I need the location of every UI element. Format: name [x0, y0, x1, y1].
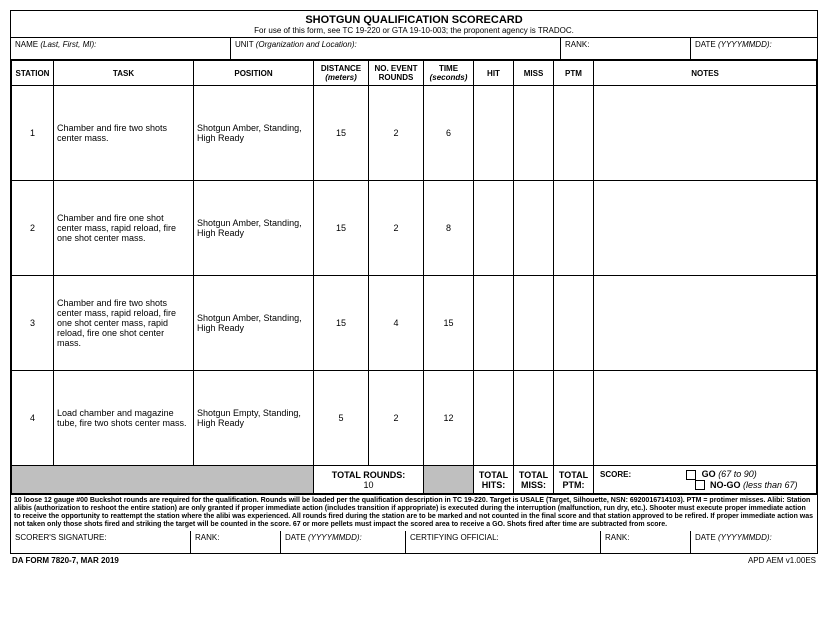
total-rounds: TOTAL ROUNDS: 10 — [314, 466, 424, 494]
form-title: SHOTGUN QUALIFICATION SCORECARD — [11, 11, 817, 26]
scorer-sig[interactable]: SCORER'S SIGNATURE: — [11, 531, 191, 553]
total-hits[interactable]: TOTAL HITS: — [474, 466, 514, 494]
score-notes: SCORE: GO (67 to 90) NO-GO (less than 67… — [594, 466, 817, 494]
scorecard-form: SHOTGUN QUALIFICATION SCORECARD For use … — [10, 10, 818, 554]
unit-cell[interactable]: UNIT (Organization and Location): — [231, 38, 561, 60]
rank-cell[interactable]: RANK: — [561, 38, 691, 60]
info-row: NAME (Last, First, MI): UNIT (Organizati… — [11, 38, 817, 60]
title-block: SHOTGUN QUALIFICATION SCORECARD For use … — [11, 11, 817, 38]
nogo-checkbox[interactable] — [695, 480, 705, 490]
table-row: 4 Load chamber and magazine tube, fire t… — [12, 371, 817, 466]
notes-input[interactable] — [594, 86, 817, 181]
miss-input[interactable] — [514, 86, 554, 181]
header-row: STATION TASK POSITION DISTANCE(meters) N… — [12, 61, 817, 86]
miss-input[interactable] — [514, 276, 554, 371]
col-position: POSITION — [194, 61, 314, 86]
footer: DA FORM 7820-7, MAR 2019 APD AEM v1.00ES — [10, 554, 818, 565]
score-table: STATION TASK POSITION DISTANCE(meters) N… — [11, 60, 817, 494]
ptm-input[interactable] — [554, 371, 594, 466]
name-cell[interactable]: NAME (Last, First, MI): — [11, 38, 231, 60]
hit-input[interactable] — [474, 371, 514, 466]
table-row: 1 Chamber and fire two shots center mass… — [12, 86, 817, 181]
date-cell[interactable]: DATE (YYYYMMDD): — [691, 38, 817, 60]
ptm-input[interactable] — [554, 86, 594, 181]
scorer-date[interactable]: DATE (YYYYMMDD): — [281, 531, 406, 553]
footnote: 10 loose 12 gauge #00 Buckshot rounds ar… — [11, 494, 817, 531]
hit-input[interactable] — [474, 86, 514, 181]
signature-row: SCORER'S SIGNATURE: RANK: DATE (YYYYMMDD… — [11, 531, 817, 553]
cert-official[interactable]: CERTIFYING OFFICIAL: — [406, 531, 601, 553]
miss-input[interactable] — [514, 181, 554, 276]
col-time: TIME(seconds) — [424, 61, 474, 86]
ptm-input[interactable] — [554, 181, 594, 276]
col-miss: MISS — [514, 61, 554, 86]
notes-input[interactable] — [594, 181, 817, 276]
hit-input[interactable] — [474, 181, 514, 276]
col-hit: HIT — [474, 61, 514, 86]
miss-input[interactable] — [514, 371, 554, 466]
total-miss[interactable]: TOTAL MISS: — [514, 466, 554, 494]
col-notes: NOTES — [594, 61, 817, 86]
totals-row: TOTAL ROUNDS: 10 TOTAL HITS: TOTAL MISS:… — [12, 466, 817, 494]
notes-input[interactable] — [594, 276, 817, 371]
form-id: DA FORM 7820-7, MAR 2019 — [12, 556, 119, 565]
hit-input[interactable] — [474, 276, 514, 371]
total-ptm[interactable]: TOTAL PTM: — [554, 466, 594, 494]
go-checkbox[interactable] — [686, 470, 696, 480]
col-station: STATION — [12, 61, 54, 86]
apd-version: APD AEM v1.00ES — [748, 556, 816, 565]
table-row: 2 Chamber and fire one shot center mass,… — [12, 181, 817, 276]
cert-rank[interactable]: RANK: — [601, 531, 691, 553]
scorer-rank[interactable]: RANK: — [191, 531, 281, 553]
notes-input[interactable] — [594, 371, 817, 466]
form-subtitle: For use of this form, see TC 19-220 or G… — [11, 26, 817, 37]
col-distance: DISTANCE(meters) — [314, 61, 369, 86]
col-ptm: PTM — [554, 61, 594, 86]
ptm-input[interactable] — [554, 276, 594, 371]
col-task: TASK — [54, 61, 194, 86]
cert-date[interactable]: DATE (YYYYMMDD): — [691, 531, 817, 553]
table-row: 3 Chamber and fire two shots center mass… — [12, 276, 817, 371]
col-rounds: NO. EVENT ROUNDS — [369, 61, 424, 86]
